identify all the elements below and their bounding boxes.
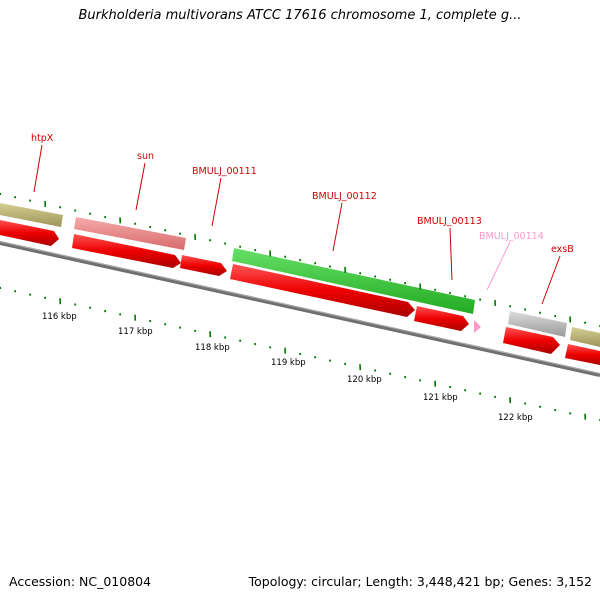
label-BMULJ_00111[interactable]: BMULJ_00111 [192, 166, 257, 177]
label-htpX[interactable]: htpX [31, 133, 54, 144]
leader-BMULJ_00114 [486, 241, 511, 291]
kbp-label-121: 121 kbp [423, 393, 458, 403]
outer-tick-ring [0, 192, 600, 328]
cds-htpX[interactable] [0, 220, 59, 246]
cds-BMULJ_00112[interactable] [230, 264, 415, 317]
kbp-label-116: 116 kbp [42, 312, 77, 322]
kbp-label-120: 120 kbp [347, 375, 382, 385]
cds-BMULJ_00113[interactable] [414, 306, 469, 331]
cds-sun[interactable] [72, 234, 181, 268]
leader-BMULJ_00112 [332, 202, 343, 252]
kbp-label-117: 117 kbp [118, 327, 153, 337]
cds-features [0, 220, 600, 365]
label-BMULJ_00112[interactable]: BMULJ_00112 [312, 191, 377, 202]
gene-BMULJ_00112[interactable] [232, 248, 475, 314]
kbp-tick-ring [0, 286, 600, 422]
leader-BMULJ_00113 [449, 227, 453, 281]
gene-BMULJ_00114[interactable] [474, 320, 481, 333]
leader-htpX [33, 144, 43, 193]
chromosome-backbone [0, 241, 600, 377]
leader-sun [135, 162, 146, 211]
kbp-labels: 116 kbp 117 kbp 118 kbp 119 kbp 120 kbp … [42, 312, 533, 423]
gene-sun[interactable] [74, 217, 186, 250]
label-exsB[interactable]: exsB [551, 244, 574, 255]
label-BMULJ_00113[interactable]: BMULJ_00113 [417, 216, 482, 227]
kbp-label-122: 122 kbp [498, 413, 533, 423]
gene-features [0, 203, 600, 347]
cds-exsB[interactable] [503, 327, 560, 354]
leader-BMULJ_00111 [211, 177, 222, 227]
chromosome-backbone-highlight [0, 240, 600, 375]
accession-text: Accession: NC_010804 [9, 574, 152, 589]
gene-exsB[interactable] [508, 311, 567, 337]
kbp-label-118: 118 kbp [195, 343, 230, 353]
map-title: Burkholderia multivorans ATCC 17616 chro… [78, 8, 522, 23]
leader-exsB [541, 255, 561, 305]
label-leaders [33, 144, 561, 305]
gene-labels: htpX sun BMULJ_00111 BMULJ_00112 BMULJ_0… [31, 133, 574, 255]
cds-BMULJ_00111[interactable] [180, 255, 227, 276]
gene-htpX[interactable] [0, 203, 63, 227]
cds-next[interactable] [565, 344, 600, 365]
label-BMULJ_00114[interactable]: BMULJ_00114 [479, 231, 544, 242]
kbp-label-119: 119 kbp [271, 358, 306, 368]
gene-next[interactable] [570, 327, 600, 347]
label-sun[interactable]: sun [137, 151, 154, 162]
genome-stats: Topology: circular; Length: 3,448,421 bp… [248, 574, 592, 589]
